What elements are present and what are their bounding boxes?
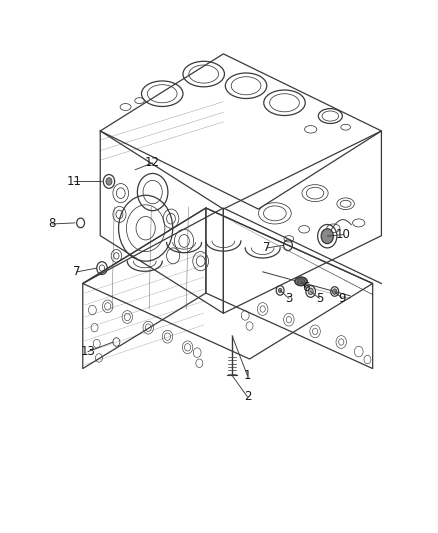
Text: 12: 12 (145, 156, 160, 169)
Text: 5: 5 (316, 292, 323, 305)
Text: 10: 10 (336, 228, 351, 241)
Text: 8: 8 (49, 217, 56, 230)
Text: 11: 11 (67, 175, 81, 188)
Text: 1: 1 (244, 369, 251, 382)
Text: 7: 7 (263, 241, 271, 254)
Ellipse shape (297, 279, 305, 284)
Circle shape (332, 289, 337, 294)
Circle shape (106, 177, 112, 185)
Circle shape (308, 288, 313, 295)
Text: 2: 2 (244, 390, 251, 403)
Circle shape (279, 288, 282, 293)
Text: 9: 9 (339, 292, 346, 305)
Circle shape (321, 229, 333, 244)
Text: 13: 13 (81, 345, 95, 358)
Text: 3: 3 (285, 292, 293, 305)
Ellipse shape (295, 277, 307, 286)
Text: 7: 7 (73, 265, 81, 278)
Text: 6: 6 (303, 281, 310, 294)
